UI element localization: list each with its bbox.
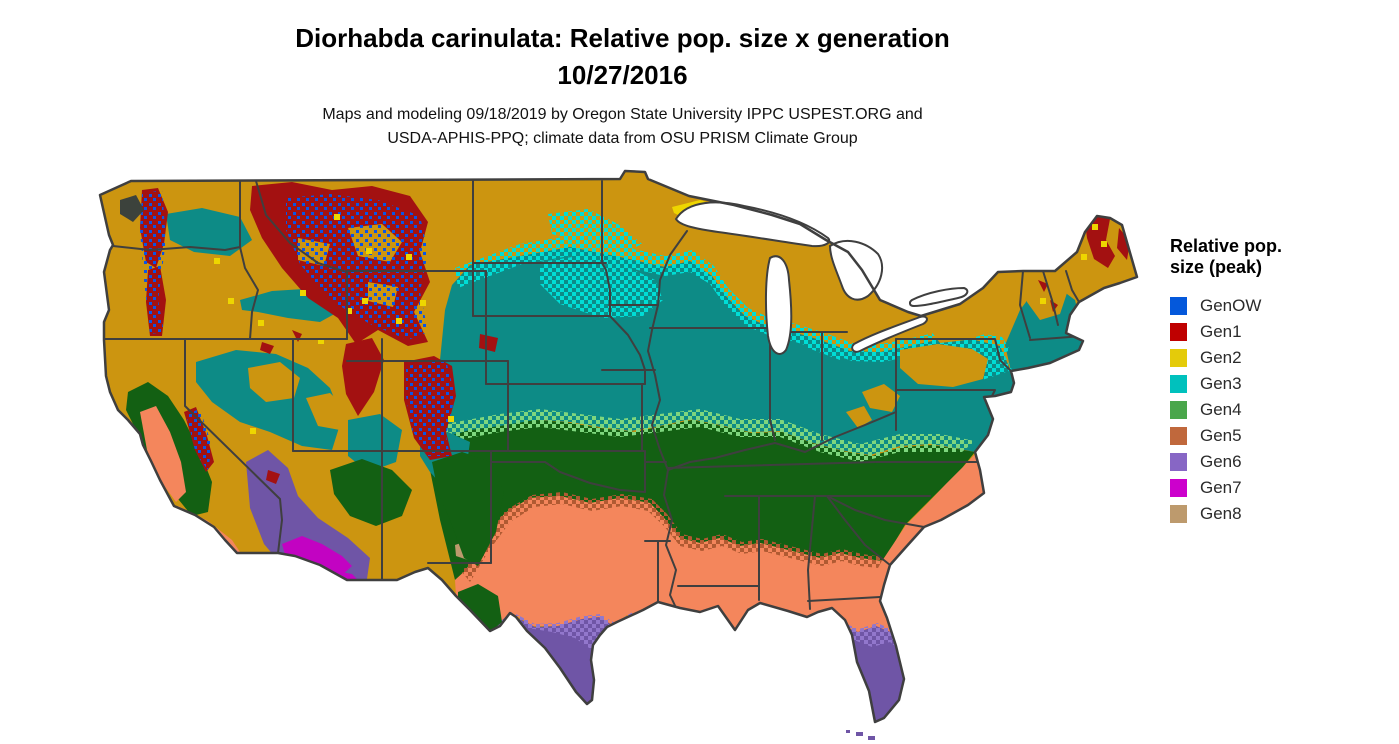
lake-huron — [828, 239, 884, 301]
lake-erie — [851, 315, 928, 353]
region-nodata-olympics — [120, 195, 144, 222]
region-gen2-westvirginia — [862, 384, 900, 412]
region-gen3-cyan-michigan — [800, 330, 862, 360]
map-raster-regions — [100, 171, 1137, 722]
region-gen1-utah — [342, 338, 384, 416]
legend-swatch-gen1 — [1170, 323, 1187, 341]
region-gen4-arizona-rim — [330, 459, 412, 526]
legend-label-gen1: Gen1 — [1200, 322, 1242, 341]
region-genow-colorado — [406, 360, 455, 456]
region-gen3-cyan-dakota — [548, 209, 642, 254]
map-legend: Relative pop. size (peak) GenOW Gen1 Gen… — [1170, 236, 1390, 527]
region-gen5-central-valley — [140, 406, 186, 502]
region-gen1-black-hills — [479, 334, 498, 352]
region-gen4-newmexico — [432, 452, 504, 566]
legend-row-gen7: Gen7 — [1170, 475, 1390, 501]
legend-row-gen1: Gen1 — [1170, 319, 1390, 345]
region-gen6-florida — [840, 625, 904, 722]
region-gen2-virginia-ridge — [846, 406, 872, 428]
title-line-2: 10/27/2016 — [557, 60, 688, 90]
legend-row-gen4: Gen4 — [1170, 397, 1390, 423]
legend-row-gen8: Gen8 — [1170, 501, 1390, 527]
legend-swatch-gen8 — [1170, 505, 1187, 523]
region-genow-sierra — [186, 409, 212, 470]
legend-row-gen3: Gen3 — [1170, 371, 1390, 397]
region-gen2-basin-hole-2 — [306, 393, 346, 430]
region-gen3-cyan-nebraska — [540, 255, 663, 318]
legend-label-gen6: Gen6 — [1200, 452, 1242, 471]
region-gen6-light-florida — [841, 622, 900, 650]
state-borders — [103, 180, 1084, 613]
region-gen2-pennsylvania — [900, 344, 988, 387]
legend-title-line-1: Relative pop. — [1170, 236, 1283, 256]
us-outline — [98, 169, 1139, 724]
subtitle-line-2: USDA-APHIS-PPQ; climate data from OSU PR… — [387, 130, 858, 147]
legend-row-gen6: Gen6 — [1170, 449, 1390, 475]
legend-label-gen5: Gen5 — [1200, 426, 1242, 445]
region-gen3-columbia-basin — [166, 208, 252, 256]
legend-swatch-gen4 — [1170, 401, 1187, 419]
legend-title-line-2: size (peak) — [1170, 257, 1263, 277]
region-genow-rockies — [286, 194, 428, 340]
map-header: Diorhabda carinulata: Relative pop. size… — [0, 20, 1245, 151]
region-gen5-sienna-fringe — [462, 492, 884, 582]
region-gen5-band — [455, 453, 984, 722]
region-gen2-vermont — [1024, 272, 1068, 320]
region-gen3-newengland — [1005, 285, 1083, 371]
florida-keys — [846, 730, 875, 740]
legend-label-gen8: Gen8 — [1200, 504, 1242, 523]
region-gen3-colorado-plateau — [348, 414, 402, 472]
legend-swatch-gen3 — [1170, 375, 1187, 393]
region-genow-cascades — [140, 190, 166, 334]
legend-label-gen7: Gen7 — [1200, 478, 1242, 497]
subtitle-line-1: Maps and modeling 09/18/2019 by Oregon S… — [322, 106, 923, 123]
legend-swatch-gen6 — [1170, 453, 1187, 471]
region-gen3-cyan-fringe — [455, 236, 1010, 362]
legend-swatch-genow — [1170, 297, 1187, 315]
legend-row-genow: GenOW — [1170, 293, 1390, 319]
region-gen1-nevada-specks — [260, 330, 302, 484]
legend-swatch-gen5 — [1170, 427, 1187, 445]
legend-title: Relative pop. size (peak) — [1170, 236, 1390, 278]
legend-label-gen4: Gen4 — [1200, 400, 1242, 419]
legend-swatch-gen2 — [1170, 349, 1187, 367]
legend-items: GenOW Gen1 Gen2 Gen3 Gen4 Gen5 — [1170, 293, 1390, 527]
legend-label-genow: GenOW — [1200, 296, 1262, 315]
title-line-1: Diorhabda carinulata: Relative pop. size… — [295, 23, 950, 53]
region-gen2-yellow-specks — [214, 214, 1107, 434]
legend-label-gen3: Gen3 — [1200, 374, 1242, 393]
legend-row-gen2: Gen2 — [1170, 345, 1390, 371]
region-gen4-light-fringe — [445, 409, 975, 462]
map-subtitle: Maps and modeling 09/18/2019 by Oregon S… — [0, 103, 1245, 151]
lake-ontario — [908, 286, 969, 308]
region-gen4-band — [430, 418, 975, 580]
lake-michigan — [764, 255, 793, 355]
page-title: Diorhabda carinulata: Relative pop. size… — [0, 20, 1245, 94]
legend-row-gen5: Gen5 — [1170, 423, 1390, 449]
legend-label-gen2: Gen2 — [1200, 348, 1242, 367]
legend-swatch-gen7 — [1170, 479, 1187, 497]
region-gen2-basin-hole-1 — [248, 362, 300, 402]
